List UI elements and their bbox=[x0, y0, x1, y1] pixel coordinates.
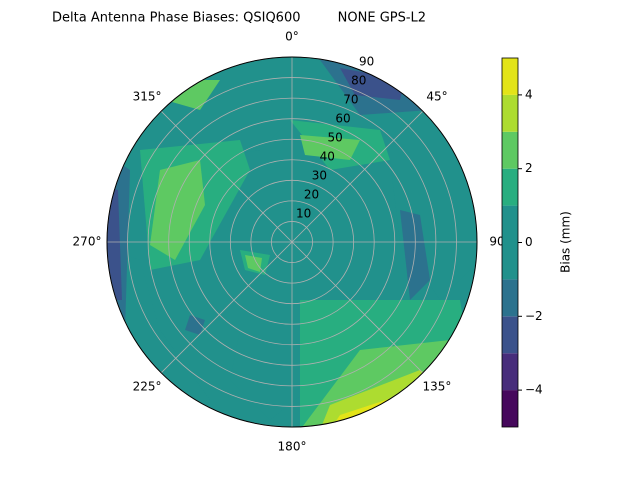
grid-spoke bbox=[291, 241, 424, 374]
theta-tick-label: 135° bbox=[423, 379, 452, 393]
colorbar-tick-label: −2 bbox=[525, 309, 543, 323]
contour-region bbox=[150, 160, 205, 260]
theta-tick-label: 45° bbox=[426, 90, 447, 104]
contour-region bbox=[185, 315, 205, 335]
colorbar-band bbox=[502, 353, 518, 391]
colorbar-tick-label: −4 bbox=[525, 383, 543, 397]
theta-tick-label: 315° bbox=[133, 90, 162, 104]
contour-region bbox=[230, 330, 320, 420]
grid-spoke bbox=[160, 241, 293, 374]
theta-tick-label: 0° bbox=[285, 30, 299, 44]
colorbar-band bbox=[502, 94, 518, 132]
colorbar-band bbox=[502, 390, 518, 427]
r-tick-label: 70 bbox=[343, 92, 358, 106]
colorbar-tick-label: 4 bbox=[525, 87, 533, 101]
colorbar-tick-label: 0 bbox=[525, 235, 533, 249]
chart-title: Delta Antenna Phase Biases: QSIQ600 NONE… bbox=[52, 11, 426, 26]
r-tick-label: 30 bbox=[312, 168, 327, 182]
polar-frame bbox=[106, 56, 478, 428]
theta-tick-label: 180° bbox=[278, 440, 307, 454]
r-tick-label: 60 bbox=[335, 111, 350, 125]
colorbar-band bbox=[502, 131, 518, 169]
grid-spoke bbox=[291, 110, 424, 243]
r-tick-label: 20 bbox=[304, 187, 319, 201]
overlay: 0° 45° 90 135° 180° 225° 270° 315° 10 20 30 40 50 60 7… bbox=[73, 30, 505, 454]
theta-tick-label: 90 bbox=[489, 235, 504, 249]
colorbar-band bbox=[502, 242, 518, 280]
theta-tick-label: 225° bbox=[133, 379, 162, 393]
contour-region bbox=[340, 68, 405, 100]
colorbar-label: Bias (mm) bbox=[559, 211, 573, 273]
theta-tick-label: 270° bbox=[73, 235, 102, 249]
colorbar-band bbox=[502, 316, 518, 354]
r-tick-label: 10 bbox=[296, 206, 311, 220]
r-tick-label: 90 bbox=[359, 54, 374, 68]
colorbar-tick-label: 2 bbox=[525, 161, 533, 175]
contour-region bbox=[107, 185, 122, 300]
colorbar-band bbox=[502, 168, 518, 206]
r-tick-label: 50 bbox=[328, 130, 343, 144]
contour-region bbox=[245, 255, 262, 272]
r-tick-label: 40 bbox=[320, 149, 335, 163]
r-tick-label: 80 bbox=[351, 73, 366, 87]
colorbar-band bbox=[502, 58, 518, 95]
grid-spoke bbox=[160, 110, 293, 243]
colorbar-band bbox=[502, 205, 518, 243]
colorbar-band bbox=[502, 279, 518, 317]
